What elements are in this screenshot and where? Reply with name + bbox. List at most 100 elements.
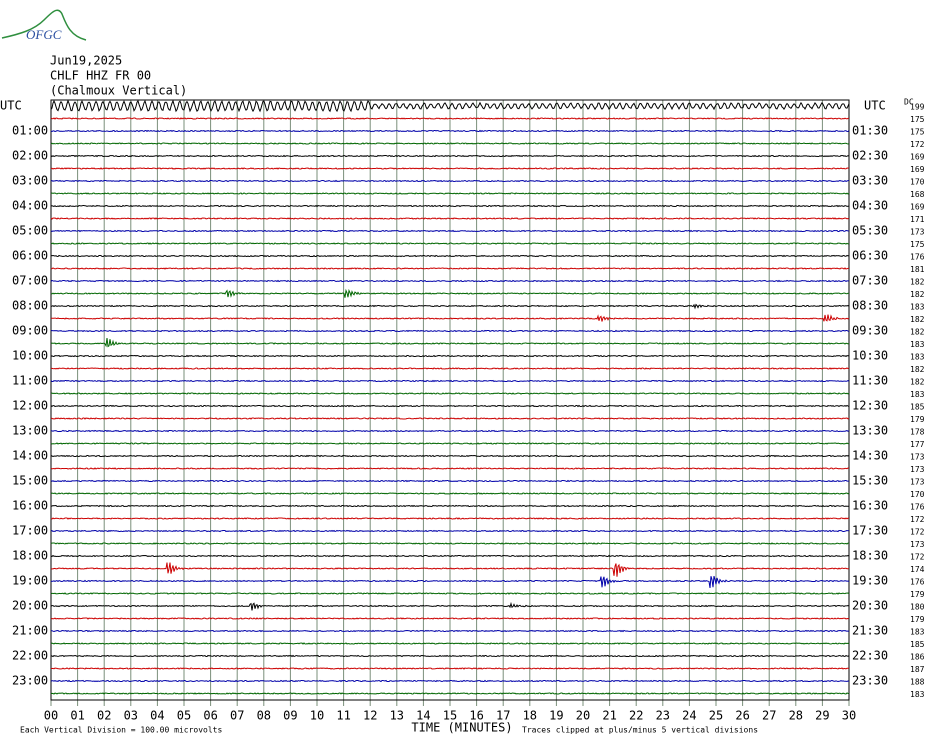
dc-value: 188 bbox=[910, 678, 925, 687]
trace bbox=[50, 338, 850, 348]
trace bbox=[50, 404, 850, 408]
dc-value: 178 bbox=[910, 428, 925, 437]
left-hour-label: 06:00 bbox=[12, 249, 48, 263]
right-hour-label: 17:30 bbox=[852, 524, 888, 538]
dc-value: 173 bbox=[910, 228, 925, 237]
left-hour-label: 12:00 bbox=[12, 399, 48, 413]
plot-frame bbox=[50, 99, 850, 701]
x-tick-label: 05 bbox=[177, 709, 191, 723]
dc-value: 171 bbox=[910, 215, 925, 224]
right-hour-label: 09:30 bbox=[852, 324, 888, 338]
right-hour-label: 07:30 bbox=[852, 274, 888, 288]
trace bbox=[50, 379, 850, 383]
location: (Chalmoux Vertical) bbox=[50, 84, 187, 98]
dc-value: 169 bbox=[910, 153, 925, 162]
right-hour-label: 14:30 bbox=[852, 449, 888, 463]
dc-value: 172 bbox=[910, 140, 925, 149]
dc-value: 173 bbox=[910, 478, 925, 487]
clip-note: Traces clipped at plus/minus 5 vertical … bbox=[522, 726, 758, 735]
x-axis-title: TIME (MINUTES) bbox=[411, 721, 512, 735]
trace bbox=[50, 454, 850, 458]
trace bbox=[50, 692, 850, 695]
x-tick-label: 04 bbox=[150, 709, 164, 723]
left-hour-label: 04:00 bbox=[12, 199, 48, 213]
x-tick-label: 11 bbox=[336, 709, 350, 723]
right-hour-label: 18:30 bbox=[852, 549, 888, 563]
dc-value: 175 bbox=[910, 240, 925, 249]
right-hour-label: 01:30 bbox=[852, 124, 888, 138]
left-hour-label: 14:00 bbox=[12, 449, 48, 463]
left-hour-label: 01:00 bbox=[12, 124, 48, 138]
left-hour-label: 21:00 bbox=[12, 624, 48, 638]
right-hour-label: 12:30 bbox=[852, 399, 888, 413]
left-hour-label: 09:00 bbox=[12, 324, 48, 338]
x-tick-label: 19 bbox=[549, 709, 563, 723]
dc-value: 183 bbox=[910, 390, 925, 399]
dc-value: 172 bbox=[910, 553, 925, 562]
x-tick-label: 22 bbox=[629, 709, 643, 723]
dc-value: 186 bbox=[910, 653, 925, 662]
trace bbox=[50, 492, 850, 495]
trace bbox=[50, 217, 850, 220]
dc-value: 176 bbox=[910, 503, 925, 512]
trace bbox=[50, 642, 850, 645]
dc-value: 182 bbox=[910, 278, 925, 287]
dc-value: 182 bbox=[910, 365, 925, 374]
dc-value: 199 bbox=[910, 103, 925, 112]
trace bbox=[50, 117, 850, 120]
left-axis-title: UTC bbox=[0, 99, 22, 113]
x-tick-label: 13 bbox=[390, 709, 404, 723]
trace bbox=[50, 429, 850, 433]
left-hour-label: 20:00 bbox=[12, 599, 48, 613]
left-hour-label: 05:00 bbox=[12, 224, 48, 238]
right-hour-label: 23:30 bbox=[852, 674, 888, 688]
x-tick-label: 26 bbox=[735, 709, 749, 723]
trace bbox=[50, 417, 850, 420]
right-axis-title: UTC bbox=[864, 99, 886, 113]
x-tick-label: 08 bbox=[257, 709, 271, 723]
right-hour-label: 15:30 bbox=[852, 474, 888, 488]
left-hour-label: 03:00 bbox=[12, 174, 48, 188]
x-tick-label: 02 bbox=[97, 709, 111, 723]
left-hour-label: 02:00 bbox=[12, 149, 48, 163]
right-hour-label: 11:30 bbox=[852, 374, 888, 388]
trace bbox=[50, 142, 850, 145]
left-hour-label: 17:00 bbox=[12, 524, 48, 538]
trace bbox=[50, 504, 850, 508]
trace bbox=[50, 179, 850, 183]
right-hour-label: 02:30 bbox=[852, 149, 888, 163]
x-tick-label: 25 bbox=[709, 709, 723, 723]
trace bbox=[50, 601, 850, 611]
right-hour-label: 08:30 bbox=[852, 299, 888, 313]
right-hour-label: 19:30 bbox=[852, 574, 888, 588]
x-tick-label: 15 bbox=[443, 709, 457, 723]
dc-value: 168 bbox=[910, 190, 925, 199]
right-hour-label: 06:30 bbox=[852, 249, 888, 263]
dc-value: 183 bbox=[910, 340, 925, 349]
trace bbox=[50, 479, 849, 483]
left-hour-label: 11:00 bbox=[12, 374, 48, 388]
x-tick-label: 27 bbox=[762, 709, 776, 723]
trace bbox=[50, 303, 850, 310]
trace bbox=[50, 204, 850, 208]
scale-note: Each Vertical Division = 100.00 microvol… bbox=[20, 726, 222, 735]
trace bbox=[50, 654, 850, 658]
x-tick-label: 03 bbox=[124, 709, 138, 723]
trace bbox=[50, 392, 850, 395]
dc-value: 185 bbox=[910, 640, 925, 649]
trace bbox=[50, 288, 849, 298]
logo: OFGC bbox=[1, 9, 87, 42]
dc-value: 173 bbox=[910, 453, 925, 462]
dc-value: 183 bbox=[910, 690, 925, 699]
trace bbox=[50, 367, 850, 370]
trace bbox=[50, 529, 849, 533]
trace bbox=[50, 562, 850, 577]
dc-value: 183 bbox=[910, 303, 925, 312]
dc-value: 172 bbox=[910, 515, 925, 524]
x-tick-label: 16 bbox=[469, 709, 483, 723]
x-tick-label: 00 bbox=[44, 709, 58, 723]
x-tick-label: 01 bbox=[70, 709, 84, 723]
trace bbox=[50, 575, 850, 588]
x-tick-label: 14 bbox=[416, 709, 430, 723]
